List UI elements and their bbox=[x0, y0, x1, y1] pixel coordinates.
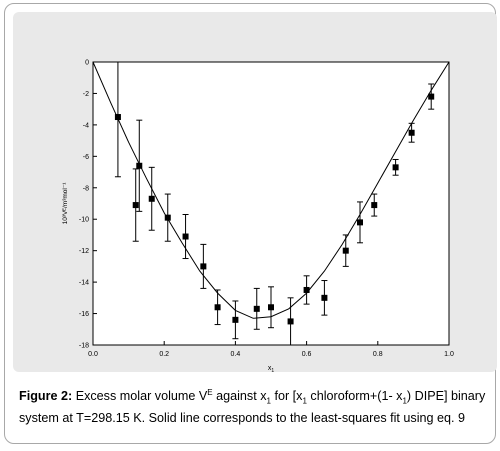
figure-caption: Figure 2: Excess molar volume VE against… bbox=[19, 384, 495, 427]
y-tick-label: 0 bbox=[85, 60, 89, 67]
y-tick-label: -6 bbox=[83, 154, 89, 161]
data-point bbox=[371, 202, 378, 209]
data-point bbox=[342, 247, 349, 254]
x-tick-label: 1.0 bbox=[444, 351, 454, 358]
data-point bbox=[214, 304, 221, 311]
data-point bbox=[148, 195, 155, 202]
data-point bbox=[287, 318, 294, 325]
data-point bbox=[132, 202, 139, 209]
data-point bbox=[232, 316, 239, 323]
figure-frame: 0.0 0.2 0.4 0.6 0.8 1.0 0 -2 -4 -6 -8 -10 -12 -14 -16 -… bbox=[4, 3, 497, 444]
y-tick-label: -12 bbox=[79, 248, 89, 255]
data-point bbox=[114, 114, 121, 121]
chart-panel: 0.0 0.2 0.4 0.6 0.8 1.0 0 -2 -4 -6 -8 -10 -12 -14 -16 -… bbox=[13, 12, 497, 372]
caption-text-2: against x bbox=[212, 389, 267, 404]
caption-text-4: chloroform+(1- x bbox=[306, 389, 403, 404]
caption-sup-e: E bbox=[207, 388, 213, 397]
y-axis-label: 10³Vᴱ/m³mol⁻¹ bbox=[62, 182, 69, 225]
data-point bbox=[253, 305, 260, 312]
data-point bbox=[428, 93, 435, 100]
caption-sub-2: 1 bbox=[302, 396, 307, 406]
data-point bbox=[408, 129, 415, 136]
caption-sub-3: 1 bbox=[402, 396, 407, 406]
y-tick-label: -2 bbox=[83, 91, 89, 98]
x-tick-label: 0.8 bbox=[373, 351, 383, 358]
data-point bbox=[392, 164, 399, 171]
data-point bbox=[182, 233, 189, 240]
caption-text-5: ) DIPE] binary system at T=298.15 K. Sol… bbox=[19, 389, 486, 425]
x-axis-label: x1 bbox=[268, 365, 275, 372]
y-tick-label: -4 bbox=[83, 122, 89, 129]
data-point bbox=[164, 214, 171, 221]
y-tick-label: -8 bbox=[83, 185, 89, 192]
data-point bbox=[268, 304, 274, 311]
caption-text-1: Excess molar volume V bbox=[75, 389, 208, 404]
x-tick-label: 0.4 bbox=[231, 351, 241, 358]
x-tick-label: 0.2 bbox=[159, 351, 169, 358]
data-point bbox=[321, 294, 328, 301]
x-tick-label: 0.6 bbox=[302, 351, 312, 358]
y-tick-label: -16 bbox=[79, 311, 89, 318]
figure-label: Figure 2: bbox=[19, 389, 73, 404]
y-tick-label: -18 bbox=[79, 343, 89, 350]
data-point bbox=[200, 263, 207, 270]
caption-sub-1: 1 bbox=[266, 396, 271, 406]
data-point bbox=[136, 162, 143, 169]
y-tick-label: -14 bbox=[79, 280, 89, 287]
chart: 0.0 0.2 0.4 0.6 0.8 1.0 0 -2 -4 -6 -8 -10 -12 -14 -16 -… bbox=[62, 60, 454, 373]
data-point bbox=[303, 286, 310, 293]
x-tick-label: 0.0 bbox=[88, 351, 98, 358]
y-tick-label: -10 bbox=[79, 217, 89, 224]
x-axis-label-sub: 1 bbox=[271, 368, 274, 372]
data-point bbox=[357, 219, 363, 226]
caption-text-3: for [x bbox=[270, 389, 303, 404]
